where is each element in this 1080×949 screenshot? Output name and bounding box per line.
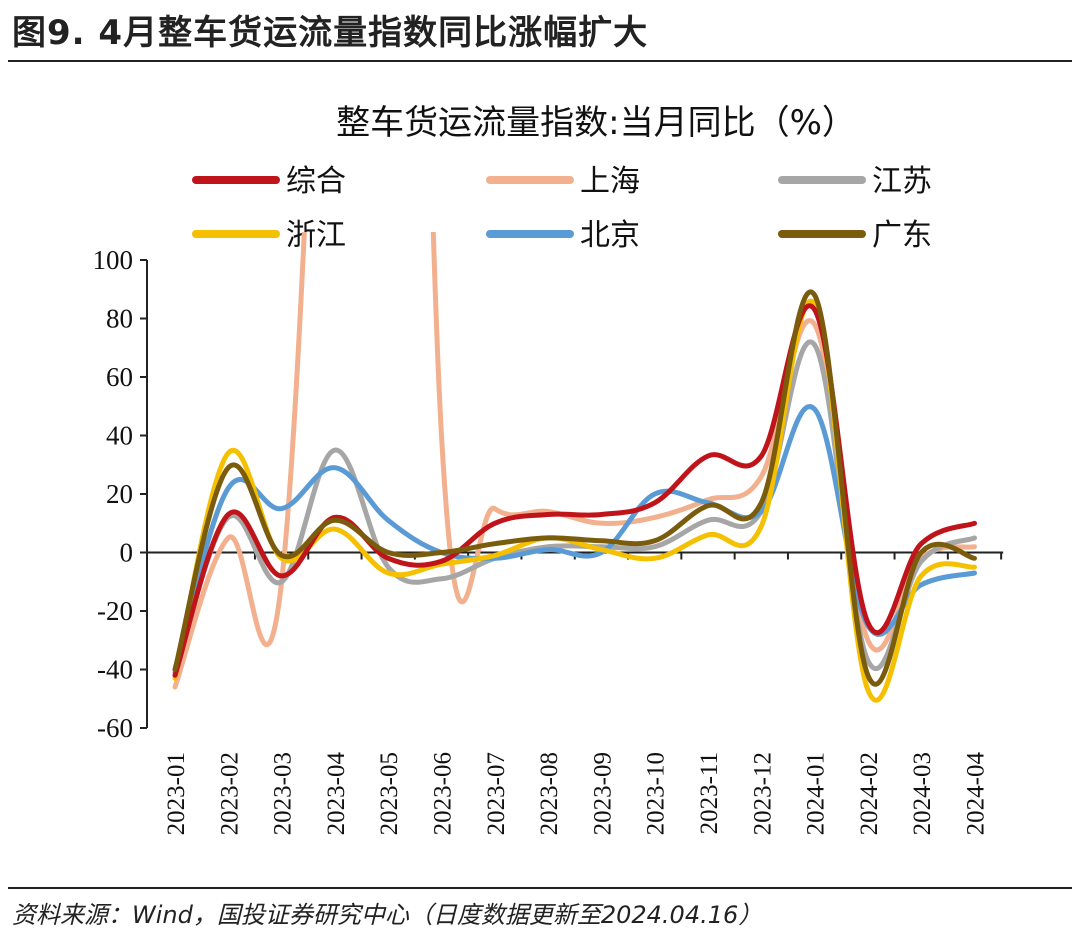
top-rule <box>8 60 1072 62</box>
x-tick-label: 2023-04 <box>323 752 350 836</box>
legend-label: 综合 <box>286 164 346 199</box>
x-tick-label: 2023-09 <box>589 752 616 835</box>
y-tick-label: 80 <box>106 304 133 334</box>
legend-label: 浙江 <box>286 218 346 253</box>
y-tick-label: -60 <box>97 713 133 743</box>
x-tick-label: 2023-03 <box>270 752 297 835</box>
y-tick-label: 100 <box>93 245 134 275</box>
bottom-rule <box>8 887 1072 889</box>
x-tick-label: 2024-01 <box>803 752 830 835</box>
series-line-6 <box>172 289 977 687</box>
y-tick-label: 0 <box>120 538 134 568</box>
x-tick-label: 2024-04 <box>963 752 990 836</box>
legend-label: 江苏 <box>872 164 932 199</box>
legend-label: 上海 <box>580 164 640 199</box>
x-tick-label: 2023-10 <box>643 752 670 835</box>
x-tick-label: 2023-06 <box>430 752 457 835</box>
series-line-2 <box>172 232 977 690</box>
x-tick-label: 2023-02 <box>216 752 243 835</box>
series-lines <box>172 232 977 703</box>
legend-label: 广东 <box>872 218 932 253</box>
y-tick-label: 40 <box>106 421 133 451</box>
y-tick-label: 60 <box>106 362 133 392</box>
source-note: 资料来源：Wind，国投证券研究中心（日度数据更新至2024.04.16） <box>12 901 763 929</box>
x-tick-label: 2024-02 <box>856 752 883 835</box>
x-tick-label: 2023-08 <box>536 752 563 835</box>
series-line-1 <box>172 303 977 678</box>
y-tick-label: -40 <box>97 655 133 685</box>
x-tick-label: 2023-05 <box>376 752 403 835</box>
legend-label: 北京 <box>580 218 640 253</box>
y-tick-label: 20 <box>106 479 133 509</box>
figure-title: 图9. 4月整车货运流量指数同比涨幅扩大 <box>12 13 649 53</box>
chart-title: 整车货运流量指数:当月同比（%） <box>336 103 856 143</box>
tick-labels: 100 80 60 40 20 0 -20 -40 -60 2023-01 2023-02 2023-… <box>93 245 990 835</box>
x-tick-label: 2023-12 <box>749 752 776 835</box>
y-tick-label: -20 <box>97 596 133 626</box>
x-tick-label: 2023-11 <box>696 752 723 834</box>
x-tick-label: 2023-01 <box>163 752 190 835</box>
axes <box>140 259 1004 729</box>
x-tick-label: 2023-07 <box>483 752 510 835</box>
x-tick-label: 2024-03 <box>909 752 936 835</box>
